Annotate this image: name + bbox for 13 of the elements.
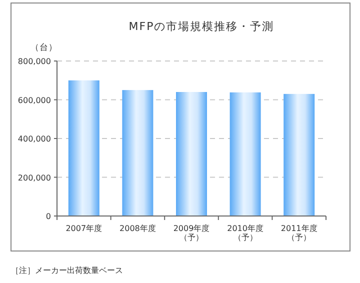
x-tick-label: 2007年度	[66, 224, 102, 233]
y-axis-title: （台）	[30, 42, 58, 53]
y-tick-label: 0	[46, 212, 51, 221]
y-tick-label: 400,000	[18, 134, 51, 144]
x-tick-label: 2008年度	[120, 224, 156, 233]
x-tick-label: 2011年度（予）	[280, 224, 318, 242]
x-tick-label: 2009年度（予）	[173, 224, 210, 242]
y-tick-label: 200,000	[18, 173, 51, 182]
y-tick-label: 600,000	[18, 96, 51, 105]
x-tick-label: 2010年度（予）	[227, 224, 264, 242]
text: ［注］メーカー出荷数量ベース	[11, 266, 123, 275]
y-tick-label: 800,000	[18, 57, 51, 66]
chart-title: MFPの市場規模推移・予測	[128, 20, 274, 33]
